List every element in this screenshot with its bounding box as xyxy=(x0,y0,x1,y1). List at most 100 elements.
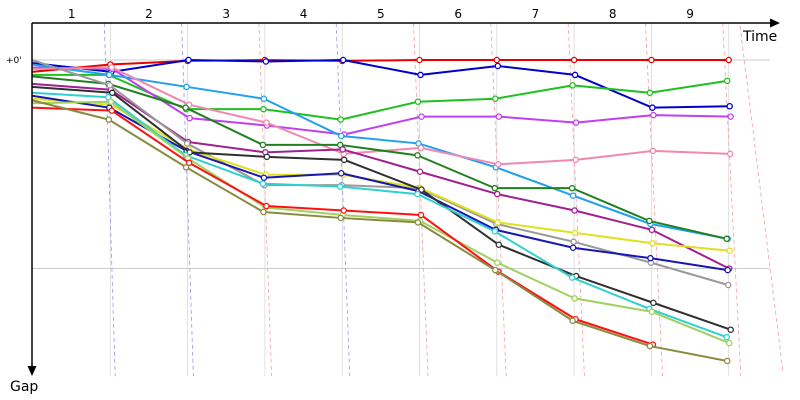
series-line-9 xyxy=(31,97,730,252)
series-line-0 xyxy=(31,59,729,73)
series-13-point-1 xyxy=(107,98,115,105)
series-8-point-7 xyxy=(570,238,577,246)
series-2-point-4 xyxy=(337,116,344,123)
series-11-point-4 xyxy=(340,156,348,164)
series-5-point-1 xyxy=(108,64,116,71)
lap-marker-7 xyxy=(567,22,585,377)
series-3-point-7 xyxy=(572,119,580,126)
series-line-10 xyxy=(31,94,728,272)
lap-label-3: 3 xyxy=(222,7,230,21)
series-6 xyxy=(31,75,730,243)
y-axis-label: Gap xyxy=(10,379,38,395)
series-line-12 xyxy=(31,91,728,339)
series-11-point-5 xyxy=(418,186,425,193)
series-5-point-7 xyxy=(572,156,579,164)
series-12-point-6 xyxy=(491,228,499,235)
series-2-point-7 xyxy=(569,82,576,89)
series-7-point-7 xyxy=(571,207,578,214)
series-0 xyxy=(31,56,732,73)
series-11-point-6 xyxy=(495,241,503,249)
series-6-point-3 xyxy=(259,141,267,149)
axes: Time Gap +0' xyxy=(6,18,780,395)
series-12-point-9 xyxy=(723,333,730,341)
series-4-point-3 xyxy=(260,95,268,102)
series-12-point-7 xyxy=(568,274,576,281)
lap-marker-2 xyxy=(181,22,194,377)
series-line-4 xyxy=(31,63,728,240)
series-12-point-4 xyxy=(336,183,344,190)
lap-marker-4 xyxy=(335,22,351,377)
series-5-point-3 xyxy=(263,119,270,126)
series-6-point-5 xyxy=(414,152,421,159)
series-2-point-3 xyxy=(260,105,267,113)
lap-marker-end xyxy=(739,25,784,373)
series-4-point-2 xyxy=(183,83,190,91)
series-1-point-3 xyxy=(262,58,270,65)
grid xyxy=(32,22,784,377)
series-5-point-6 xyxy=(495,161,502,168)
series-10-point-8 xyxy=(647,254,654,262)
series-3-point-9 xyxy=(727,113,734,120)
lap-label-4: 4 xyxy=(300,7,308,21)
lap-label-5: 5 xyxy=(377,7,385,21)
series-15-point-7 xyxy=(569,317,576,324)
series-7-point-8 xyxy=(648,226,656,234)
series-14-point-2 xyxy=(185,159,193,167)
x-axis-label: Time xyxy=(742,29,777,45)
series-15-point-9 xyxy=(723,357,731,365)
series-0-point-9 xyxy=(725,56,732,64)
series-1-point-5 xyxy=(417,71,424,79)
series-15 xyxy=(31,99,731,365)
series-6-point-8 xyxy=(646,217,653,225)
x-axis-arrow xyxy=(770,18,780,28)
series-line-15 xyxy=(31,99,728,362)
series-6-point-6 xyxy=(491,184,499,192)
series-9-point-9 xyxy=(726,247,733,254)
series-1-point-2 xyxy=(185,56,192,64)
series-10-point-3 xyxy=(260,174,268,181)
series-11-point-3 xyxy=(263,153,271,161)
series-line-2 xyxy=(32,73,728,121)
series-4-point-1 xyxy=(106,71,113,79)
series-12-point-5 xyxy=(414,190,421,198)
series-0-point-6 xyxy=(493,56,501,64)
series-7-point-6 xyxy=(494,190,501,198)
series-2-point-8 xyxy=(646,89,654,97)
series-line-3 xyxy=(31,66,731,136)
series-3-point-8 xyxy=(650,111,657,119)
series-9-point-7 xyxy=(571,229,579,237)
series-15-point-6 xyxy=(492,266,499,274)
lap-marker-3 xyxy=(258,22,272,377)
lap-label-7: 7 xyxy=(532,7,540,21)
series-13-point-8 xyxy=(648,308,656,316)
series-8-point-9 xyxy=(724,281,732,289)
series-4-point-7 xyxy=(569,192,577,199)
series-10-point-9 xyxy=(724,266,731,274)
lap-marker-9 xyxy=(722,22,742,377)
series-9-point-6 xyxy=(494,219,502,226)
series-1-point-8 xyxy=(649,104,656,111)
series-6-point-2 xyxy=(182,104,189,111)
series-5-point-9 xyxy=(726,150,734,158)
series-0-point-7 xyxy=(570,56,578,64)
series-7-point-4 xyxy=(339,146,346,153)
series-3-point-5 xyxy=(418,113,425,120)
series-13-point-6 xyxy=(494,259,501,266)
series-0-point-8 xyxy=(648,56,655,64)
series-7-point-5 xyxy=(416,168,424,175)
lap-label-2: 2 xyxy=(145,7,153,21)
series-11-point-9 xyxy=(727,326,734,333)
series-2-point-5 xyxy=(414,98,422,105)
series-line-13 xyxy=(31,100,730,345)
series-line-8 xyxy=(31,59,729,286)
series-9-point-8 xyxy=(649,240,656,247)
lap-labels: 1 2 3 4 5 6 7 8 9 xyxy=(68,7,694,21)
series-1-point-7 xyxy=(571,71,579,79)
series-group xyxy=(31,56,734,365)
series-3 xyxy=(31,65,734,138)
series-10-point-7 xyxy=(569,244,577,251)
lap-marker-5 xyxy=(413,22,429,377)
series-14-point-1 xyxy=(108,107,116,114)
series-11-point-8 xyxy=(650,299,657,307)
